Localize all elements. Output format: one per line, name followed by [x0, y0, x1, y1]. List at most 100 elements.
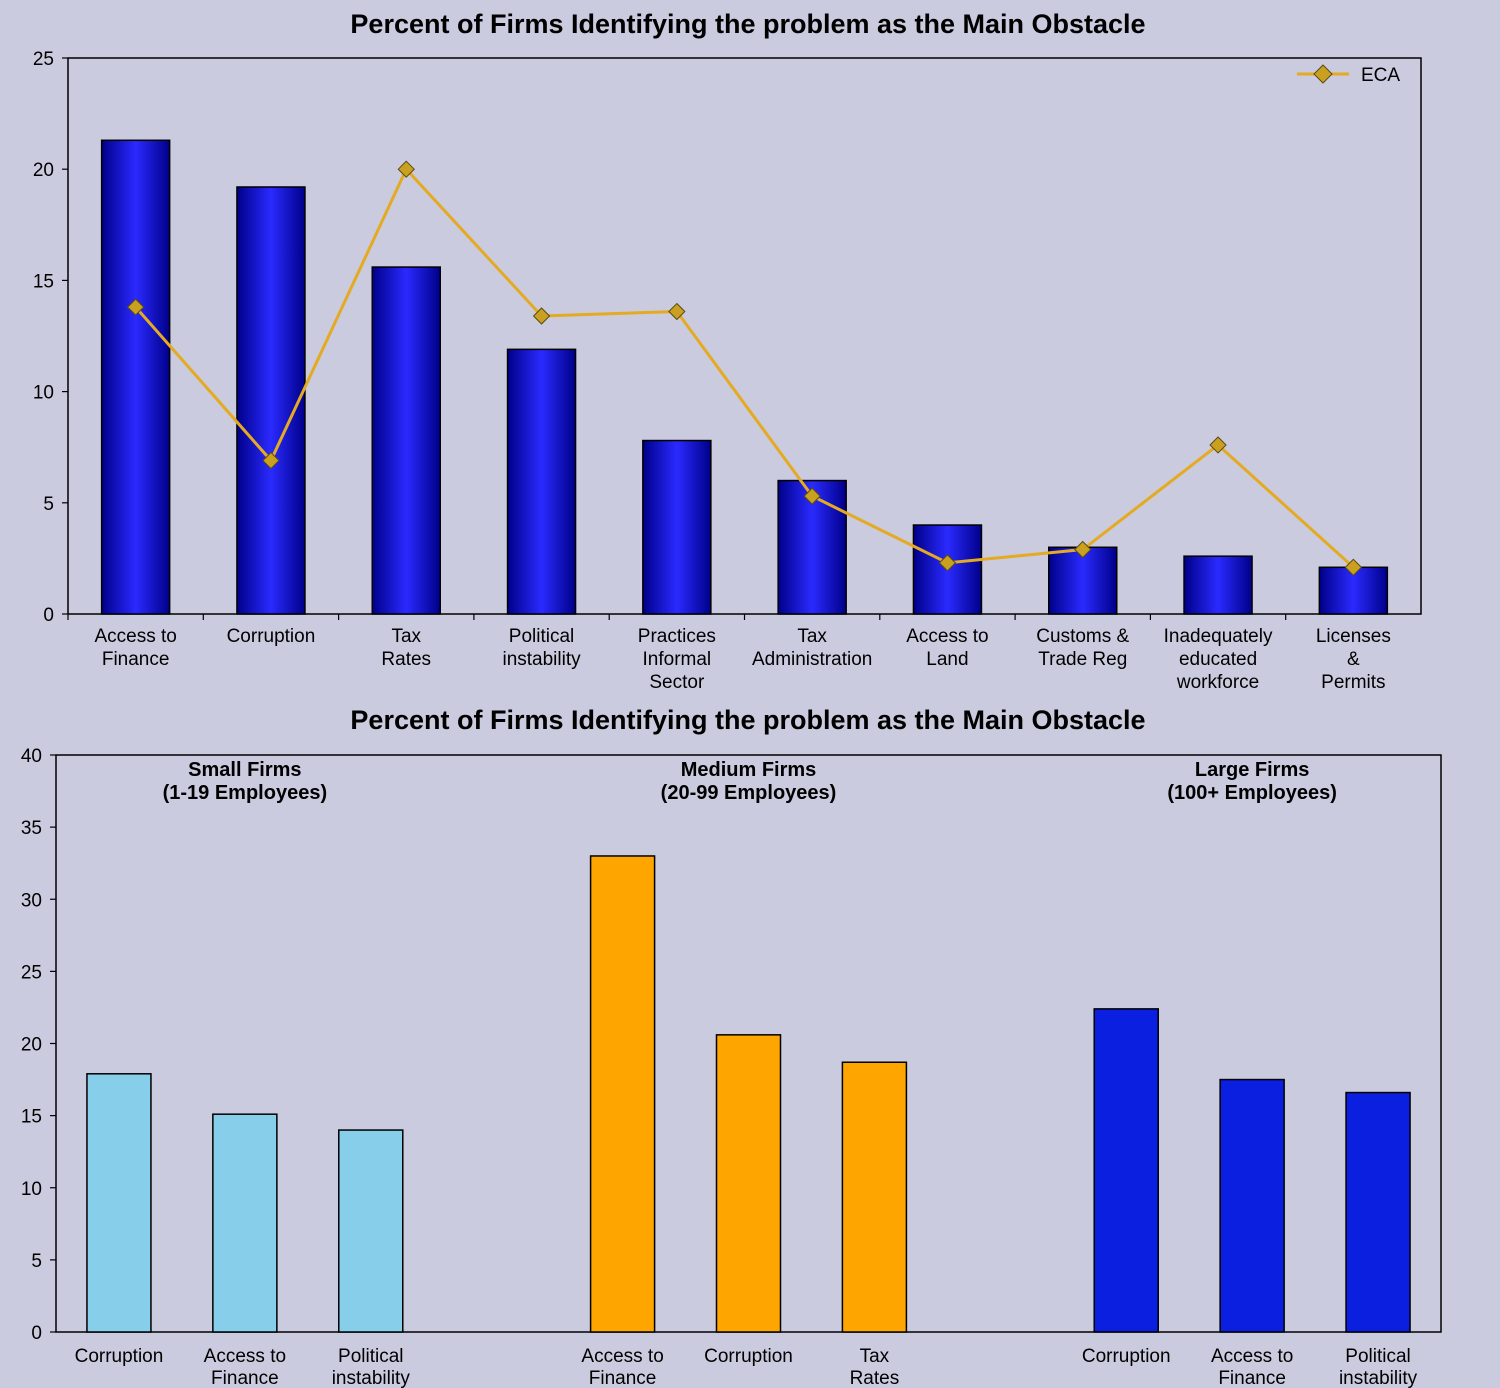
x-tick-label: Corruption: [75, 1346, 164, 1367]
y-tick-label: 5: [43, 494, 54, 515]
y-tick-label: 5: [31, 1251, 42, 1272]
x-tick-label: Administration: [752, 649, 872, 670]
x-tick-label: Practices: [638, 626, 716, 647]
x-tick-label: Informal: [643, 649, 712, 670]
eca-point: [532, 307, 551, 325]
x-tick-label: Access to: [204, 1346, 286, 1367]
x-tick-label: Finance: [102, 649, 170, 670]
x-tick-label: &: [1347, 649, 1360, 670]
eca-point: [803, 487, 821, 505]
eca-point: [1344, 558, 1363, 577]
eca-point: [938, 554, 957, 572]
bar: [1093, 1008, 1159, 1333]
firm-size-group: Medium Firms(20-99 Employees) Access toFi…: [581, 759, 908, 1388]
x-tick-label: educated: [1179, 649, 1257, 670]
bar: [1219, 1078, 1285, 1333]
x-tick-label: Trade Reg: [1038, 649, 1127, 670]
x-tick-label: Political: [509, 626, 574, 647]
x-tick-label: workforce: [1176, 672, 1259, 693]
x-tick-label: Corruption: [1082, 1346, 1171, 1367]
x-tick-label: Tax: [860, 1346, 890, 1367]
y-tick-label: 0: [31, 1323, 42, 1344]
y-tick-label: 15: [33, 271, 54, 292]
chart2-title: Percent of Firms Identifying the problem…: [350, 705, 1145, 735]
firm-size-group: Large Firms(100+ Employees) Corruption Acc…: [1082, 759, 1418, 1388]
x-tick-label: Land: [926, 649, 968, 670]
bar: [100, 139, 171, 615]
bar: [212, 1113, 278, 1333]
x-tick-label: instability: [332, 1368, 411, 1388]
chart1-eca-line: [126, 160, 1363, 577]
x-tick-label: Finance: [211, 1368, 279, 1388]
bar: [841, 1061, 908, 1333]
bar: [86, 1073, 152, 1333]
x-tick-label: Sector: [649, 672, 705, 693]
chart1-title: Percent of Firms Identifying the problem…: [350, 9, 1145, 39]
group-subtitle: (100+ Employees): [1167, 782, 1337, 804]
x-tick-label: Finance: [1218, 1368, 1286, 1388]
y-tick-label: 25: [21, 962, 42, 983]
bar: [236, 186, 306, 615]
y-tick-label: 20: [33, 160, 54, 181]
y-tick-label: 10: [33, 383, 54, 404]
x-tick-label: Inadequately: [1164, 626, 1273, 647]
chart1-legend: ECA: [1297, 64, 1400, 86]
bar: [589, 855, 656, 1333]
x-tick-label: Political: [1345, 1346, 1410, 1367]
x-tick-label: Finance: [589, 1368, 657, 1388]
x-tick-label: Access to: [581, 1346, 663, 1367]
eca-point: [668, 302, 686, 321]
chart1-bars: [100, 139, 1389, 615]
firm-size-group: Small Firms(1-19 Employees) Corruption Acc…: [75, 759, 411, 1388]
x-tick-label: Rates: [381, 649, 431, 670]
legend-label-eca: ECA: [1361, 65, 1400, 86]
y-tick-label: 15: [21, 1107, 42, 1128]
group-subtitle: (20-99 Employees): [661, 782, 837, 804]
x-tick-label: Access to: [906, 626, 988, 647]
x-tick-label: Rates: [850, 1368, 900, 1388]
eca-point: [1209, 436, 1227, 454]
bar: [715, 1034, 782, 1333]
bar: [338, 1129, 404, 1333]
x-tick-label: Customs &: [1036, 626, 1129, 647]
x-tick-label: Permits: [1321, 672, 1385, 693]
bar: [506, 348, 577, 615]
eca-point: [397, 160, 415, 178]
x-tick-label: Tax: [797, 626, 827, 647]
group-subtitle: (1-19 Employees): [163, 782, 328, 804]
bar: [1183, 555, 1253, 615]
y-tick-label: 25: [33, 49, 54, 70]
y-tick-label: 30: [21, 890, 42, 911]
x-tick-label: Access to: [94, 626, 176, 647]
bar: [1048, 546, 1118, 615]
y-tick-label: 20: [21, 1035, 42, 1056]
x-tick-label: Corruption: [704, 1346, 793, 1367]
eca-point: [262, 451, 280, 470]
eca-series-line: [134, 166, 1355, 569]
group-title: Medium Firms: [681, 759, 817, 781]
x-tick-label: Political: [338, 1346, 403, 1367]
eca-point: [1074, 540, 1092, 559]
chart1-y-axis: 0 5 10 15 20 25: [33, 49, 68, 626]
x-tick-label: instability: [1339, 1368, 1418, 1388]
group-title: Large Firms: [1195, 759, 1309, 781]
x-tick-label: Tax: [391, 626, 421, 647]
bar: [1318, 566, 1389, 615]
y-tick-label: 0: [43, 605, 54, 626]
x-tick-label: instability: [502, 649, 581, 670]
x-tick-label: Licenses: [1316, 626, 1391, 647]
y-tick-label: 35: [21, 818, 42, 839]
bar: [642, 439, 712, 615]
y-tick-label: 40: [21, 746, 42, 767]
legend-diamond-marker: [1313, 64, 1333, 84]
chart2-y-axis: 0 5 10 15 20 25 30 35 40: [21, 746, 56, 1344]
chart2-groups: Small Firms(1-19 Employees) Corruption Acc…: [75, 759, 1418, 1388]
group-title: Small Firms: [188, 759, 301, 781]
x-tick-label: Access to: [1211, 1346, 1293, 1367]
bar: [371, 266, 441, 615]
eca-point: [126, 298, 145, 316]
bar: [1345, 1091, 1411, 1333]
